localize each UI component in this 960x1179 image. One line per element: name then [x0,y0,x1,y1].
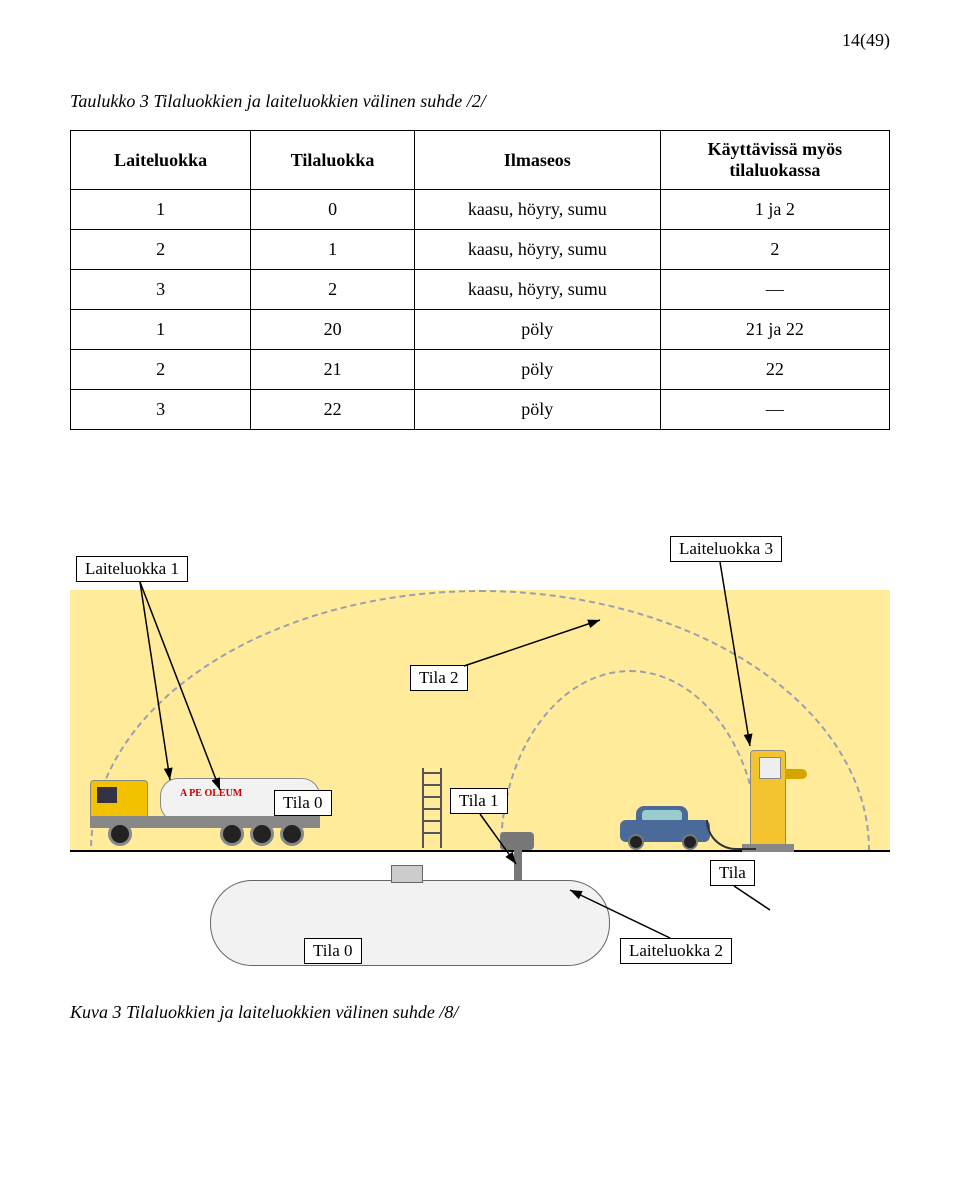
col-header: Käyttävissä myös tilaluokassa [660,131,889,190]
ladder [420,768,444,848]
table-cell: 1 [71,190,251,230]
label-tila0-a: Tila 0 [274,790,332,816]
label-laiteluokka3: Laiteluokka 3 [670,536,782,562]
table-cell: 21 [251,350,415,390]
label-tila2: Tila 2 [410,665,468,691]
figure-caption: Kuva 3 Tilaluokkien ja laiteluokkien väl… [70,1002,890,1023]
col-header: Laiteluokka [71,131,251,190]
table-cell: pöly [414,310,660,350]
table-cell: 1 [251,230,415,270]
relation-table: Laiteluokka Tilaluokka Ilmaseos Käyttävi… [70,130,890,430]
car [620,806,710,848]
table-cell: 2 [71,350,251,390]
table-row: 10kaasu, höyry, sumu1 ja 2 [71,190,890,230]
table-cell: 20 [251,310,415,350]
label-laiteluokka2: Laiteluokka 2 [620,938,732,964]
table-caption: Taulukko 3 Tilaluokkien ja laiteluokkien… [70,91,890,112]
table-row: 120pöly21 ja 22 [71,310,890,350]
table-cell: 2 [660,230,889,270]
table-cell: 21 ja 22 [660,310,889,350]
table-cell: 22 [251,390,415,430]
label-tila0-b: Tila 0 [304,938,362,964]
zone-figure: A PE OLEUM Laiteluokka 1 Laiteluokka 3 T… [70,470,890,990]
table-cell: kaasu, höyry, sumu [414,230,660,270]
table-cell: 3 [71,270,251,310]
table-cell: 1 ja 2 [660,190,889,230]
table-cell: — [660,390,889,430]
table-body: 10kaasu, höyry, sumu1 ja 221kaasu, höyry… [71,190,890,430]
table-cell: pöly [414,390,660,430]
table-row: 322pöly— [71,390,890,430]
col-header: Tilaluokka [251,131,415,190]
table-header-row: Laiteluokka Tilaluokka Ilmaseos Käyttävi… [71,131,890,190]
label-laiteluokka1: Laiteluokka 1 [76,556,188,582]
table-cell: 1 [71,310,251,350]
underground-tank [210,880,610,966]
table-row: 32kaasu, höyry, sumu— [71,270,890,310]
page-number: 14(49) [70,30,890,51]
col-header: Ilmaseos [414,131,660,190]
table-cell: kaasu, höyry, sumu [414,270,660,310]
table-cell: pöly [414,350,660,390]
table-row: 21kaasu, höyry, sumu2 [71,230,890,270]
table-cell: 22 [660,350,889,390]
label-tila: Tila [710,860,755,886]
table-cell: — [660,270,889,310]
table-row: 221pöly22 [71,350,890,390]
table-cell: kaasu, höyry, sumu [414,190,660,230]
tank-brand: A PE OLEUM [180,788,242,799]
label-tila1: Tila 1 [450,788,508,814]
table-cell: 2 [251,270,415,310]
table-cell: 3 [71,390,251,430]
table-cell: 2 [71,230,251,270]
table-cell: 0 [251,190,415,230]
fill-pipe [330,838,550,878]
